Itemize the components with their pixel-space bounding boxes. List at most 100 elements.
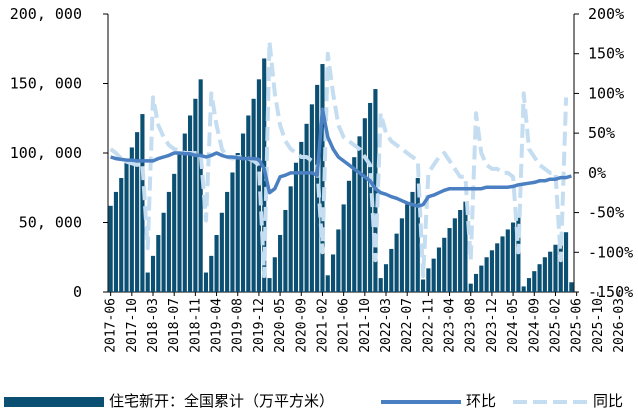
bar bbox=[352, 157, 357, 292]
bar bbox=[521, 286, 526, 292]
bar bbox=[140, 114, 145, 292]
bar bbox=[108, 205, 113, 292]
x-tick-label: 2025-06 bbox=[570, 298, 585, 353]
y-right-tick-label: -50% bbox=[588, 204, 624, 222]
x-tick-label: 2018-11 bbox=[188, 298, 203, 353]
bar bbox=[346, 180, 352, 292]
bar bbox=[214, 235, 219, 292]
x-tick-label: 2022-07 bbox=[400, 298, 415, 353]
x-tick-label: 2020-09 bbox=[294, 298, 309, 353]
bar bbox=[240, 133, 246, 292]
x-tick-label: 2019-08 bbox=[231, 298, 246, 353]
bar bbox=[209, 255, 214, 292]
bar bbox=[272, 257, 277, 292]
bar bbox=[177, 153, 182, 292]
x-tick-label: 2018-07 bbox=[167, 298, 182, 353]
x-tick-label: 2017-10 bbox=[125, 298, 140, 353]
legend-mom-label: 环比 bbox=[466, 392, 496, 410]
bar bbox=[182, 133, 187, 292]
legend: 住宅新开：全国累计（万平方米） 环比 同比 bbox=[4, 392, 623, 410]
y-right-tick-label: 0% bbox=[588, 164, 606, 182]
bar bbox=[410, 191, 415, 292]
bar bbox=[330, 254, 336, 292]
bar bbox=[548, 251, 553, 292]
bar bbox=[188, 115, 193, 292]
bar bbox=[415, 178, 420, 292]
x-tick-label: 2024-05 bbox=[506, 298, 521, 353]
bar bbox=[405, 204, 410, 292]
bar bbox=[193, 98, 198, 292]
bar bbox=[383, 264, 389, 292]
bar bbox=[563, 232, 569, 292]
mom-line bbox=[110, 107, 572, 208]
bar bbox=[198, 79, 203, 292]
bar bbox=[526, 278, 532, 292]
bar bbox=[278, 235, 283, 292]
bar bbox=[542, 257, 547, 292]
bar bbox=[113, 191, 119, 292]
bar bbox=[505, 229, 510, 292]
y-right-tick-label: 200% bbox=[588, 5, 624, 23]
bar bbox=[251, 98, 256, 292]
x-tick-label: 2021-10 bbox=[358, 298, 373, 353]
bar bbox=[558, 239, 563, 292]
bar bbox=[553, 244, 558, 292]
legend-yoy-label: 同比 bbox=[593, 392, 623, 410]
bar bbox=[399, 218, 404, 292]
bar bbox=[225, 191, 230, 292]
y-left-tick-label: 0 bbox=[73, 283, 82, 301]
bar bbox=[145, 272, 150, 292]
bar bbox=[436, 247, 442, 292]
bar bbox=[288, 186, 293, 292]
x-tick-label: 2017-06 bbox=[104, 298, 119, 353]
bar bbox=[473, 273, 479, 292]
bar bbox=[320, 64, 325, 292]
tick-labels: 0 50, 000 100, 000 150, 000 200, 000 -150% -10… bbox=[10, 5, 633, 353]
bar bbox=[442, 237, 447, 292]
y-left-tick-label: 150, 000 bbox=[10, 75, 82, 93]
bar bbox=[150, 255, 156, 292]
x-tick-label: 2023-08 bbox=[464, 298, 479, 353]
bar bbox=[458, 209, 463, 292]
x-tick-label: 2024-09 bbox=[527, 298, 542, 353]
x-tick-label: 2022-03 bbox=[379, 298, 394, 353]
bar bbox=[495, 243, 500, 292]
bar bbox=[129, 147, 134, 292]
bar bbox=[293, 162, 299, 292]
bar bbox=[336, 229, 341, 292]
bar bbox=[447, 228, 452, 292]
bar bbox=[489, 250, 494, 292]
bar bbox=[166, 191, 171, 292]
y-left-tick-label: 100, 000 bbox=[10, 144, 82, 162]
bar bbox=[479, 265, 484, 292]
bar bbox=[304, 123, 309, 292]
legend-bar-label: 住宅新开：全国累计（万平方米） bbox=[109, 392, 334, 410]
bar bbox=[484, 257, 489, 292]
y-right-tick-label: 100% bbox=[588, 84, 624, 102]
bar bbox=[172, 173, 177, 292]
bar bbox=[341, 204, 346, 292]
bar bbox=[267, 278, 272, 292]
bar bbox=[463, 201, 468, 292]
bar bbox=[421, 279, 426, 292]
x-tick-label: 2018-03 bbox=[146, 298, 161, 353]
y-right-tick-label: 150% bbox=[588, 45, 624, 63]
y-left-tick-label: 50, 000 bbox=[19, 214, 82, 232]
bar bbox=[431, 258, 436, 292]
y-right-tick-label: -150% bbox=[588, 283, 633, 301]
x-tick-label: 2019-12 bbox=[252, 298, 267, 353]
bar bbox=[156, 235, 161, 292]
bar bbox=[309, 104, 314, 292]
bar bbox=[532, 271, 537, 292]
bar bbox=[124, 162, 129, 292]
bar bbox=[426, 268, 431, 292]
bar bbox=[500, 236, 505, 292]
bar bbox=[283, 209, 288, 292]
bar bbox=[468, 283, 473, 292]
y-right-tick-label: -100% bbox=[588, 243, 633, 261]
bar bbox=[569, 282, 574, 292]
x-tick-label: 2020-05 bbox=[273, 298, 288, 353]
bar bbox=[394, 233, 399, 292]
